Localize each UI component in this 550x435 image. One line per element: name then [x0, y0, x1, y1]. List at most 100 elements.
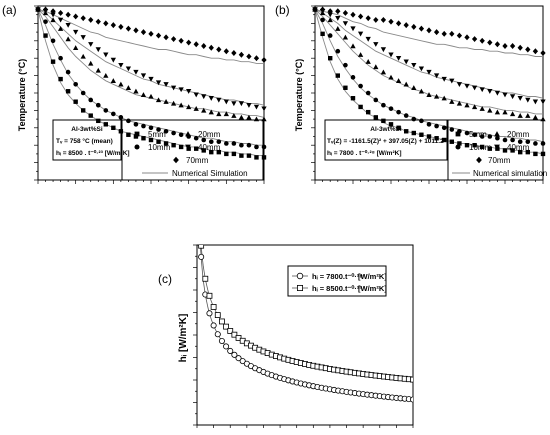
panel-a-point-70mm	[170, 36, 177, 43]
panel-a-point-40mm	[208, 96, 214, 101]
panel-b-point-40mm	[525, 97, 531, 103]
panel-a-point-5mm	[65, 89, 71, 94]
panel-b-point-10mm	[517, 139, 523, 145]
panel-a-point-10mm	[103, 108, 109, 113]
panel-a-legend-5mm: 5mm	[148, 130, 166, 139]
panel-b-point-10mm	[365, 90, 371, 96]
panel-b: (b) Temperature (°C) Al-3wt%Si Tᵥ(Z) = -…	[275, 3, 547, 184]
panel-a-point-5mm	[50, 59, 56, 64]
panel-a-info-box	[52, 119, 122, 161]
panel-b-point-70mm	[494, 41, 501, 48]
panel-a-point-70mm	[253, 55, 260, 62]
panel-a-point-20mm	[65, 36, 71, 42]
panel-b-point-20mm	[471, 104, 478, 110]
panel-b-point-70mm	[312, 6, 318, 13]
panel-a-y-axis-label: Temperature (°C)	[17, 59, 27, 131]
panel-a-point-5mm	[178, 144, 184, 150]
panel-c-legend: hᵢ = 7800.t⁻⁰·²⁸ [W/m²K] hᵢ = 8500.t⁻⁰·²…	[287, 265, 387, 297]
panel-b-point-10mm	[487, 134, 493, 139]
panel-b-point-70mm	[441, 30, 447, 37]
panel-b-legend-20mm: 20mm	[507, 130, 530, 139]
panel-a-point-40mm	[88, 42, 94, 47]
panel-b-label: (b)	[275, 3, 290, 17]
panel-a-point-10mm	[239, 142, 244, 148]
panel-a-point-5mm	[126, 132, 131, 137]
panel-c-point-square	[210, 304, 217, 310]
panel-b-point-10mm	[525, 139, 531, 145]
panel-b-point-40mm	[494, 90, 501, 96]
panel-c-legend-label-2: hᵢ = 8500.t⁻⁰·²³	[312, 284, 362, 293]
panel-a-point-5mm	[186, 146, 191, 151]
panel-b-point-5mm	[396, 125, 401, 130]
panel-a-point-5mm	[148, 137, 154, 143]
panel-b-point-10mm	[533, 141, 538, 146]
panel-a-point-40mm	[73, 29, 79, 35]
panel-b-point-20mm	[357, 52, 364, 57]
panel-a-point-10mm	[254, 144, 259, 150]
panel-c-y-axis-label: hᵢ [W/m²K]	[178, 314, 189, 363]
panel-a-point-20mm	[125, 85, 132, 90]
panel-b-point-40mm	[418, 66, 425, 72]
panel-b-point-70mm	[380, 16, 387, 23]
panel-b-point-20mm	[403, 81, 409, 87]
panel-b-point-20mm	[456, 100, 463, 106]
panel-a-point-70mm	[118, 23, 124, 30]
panel-a-label: (a)	[2, 3, 17, 17]
panel-b-point-10mm	[350, 75, 356, 80]
panel-a-point-10mm	[43, 19, 48, 24]
panel-c-point-circle	[223, 343, 230, 350]
panel-a-point-70mm	[57, 9, 64, 16]
panel-c-series-lines	[200, 245, 413, 400]
panel-a-legend-sim: Numerical Simulation	[172, 169, 248, 178]
panel-a-point-40mm	[95, 47, 101, 53]
panel-b-point-70mm	[350, 11, 356, 18]
panel-b-point-40mm	[380, 47, 387, 53]
panel-b-point-10mm	[343, 62, 348, 68]
panel-a-point-70mm	[110, 22, 116, 29]
panel-b-point-40mm	[487, 89, 493, 94]
panel-a-point-70mm	[231, 50, 237, 56]
panel-a-legend: 5mm 20mm 10mm 40mm 70mm Numerical Simula…	[121, 119, 264, 181]
panel-b-point-70mm	[487, 39, 493, 46]
panel-a-point-70mm	[163, 34, 169, 41]
panel-a-point-40mm	[201, 94, 207, 100]
panel-b-point-40mm	[532, 99, 539, 105]
panel-a-point-40mm	[261, 106, 267, 112]
panel-b-point-5mm	[434, 136, 439, 141]
panel-a-point-20mm	[253, 116, 260, 122]
panel-a-simulation-line-20mm	[37, 9, 265, 118]
panel-a-point-5mm	[194, 146, 199, 151]
panel-b-y-axis-label: Temperature (°C)	[294, 59, 304, 131]
panel-b-point-40mm	[456, 82, 463, 87]
panel-a-point-20mm	[216, 111, 222, 117]
panel-b-point-10mm	[434, 123, 439, 129]
panel-b-point-5mm	[502, 148, 508, 153]
panel-b-point-20mm	[441, 95, 447, 101]
panel-b-point-20mm	[509, 111, 516, 117]
panel-b-point-70mm	[502, 43, 508, 49]
panel-b-legend-box	[447, 119, 544, 181]
panel-c-point-circle	[218, 337, 225, 344]
panel-b-point-20mm	[418, 88, 425, 94]
panel-b-point-40mm	[426, 69, 432, 75]
panel-b-point-20mm	[449, 99, 455, 104]
panel-a-point-70mm	[208, 44, 214, 51]
panel-a-info-hi: hᵢ = 8500 . t⁻⁰·²³ [W/m²K]	[56, 149, 130, 157]
panel-a-point-10mm	[111, 111, 116, 117]
panel-b-point-20mm	[342, 34, 349, 40]
panel-b-point-10mm	[502, 137, 508, 143]
panel-b-point-20mm	[487, 107, 493, 113]
panel-a-point-40mm	[103, 52, 109, 58]
panel-b-point-10mm	[358, 83, 363, 89]
panel-a-point-70mm	[193, 41, 199, 48]
panel-a-point-40mm	[125, 66, 132, 72]
panel-a-point-5mm	[163, 141, 169, 146]
panel-a-point-40mm	[216, 97, 222, 103]
panel-a-point-70mm	[80, 15, 86, 22]
panel-b-point-70mm	[426, 27, 432, 34]
panel-b-point-10mm	[479, 134, 485, 139]
panel-b-legend-markers	[455, 131, 500, 164]
panel-b-point-70mm	[449, 30, 455, 37]
panel-b-point-70mm	[509, 43, 516, 49]
